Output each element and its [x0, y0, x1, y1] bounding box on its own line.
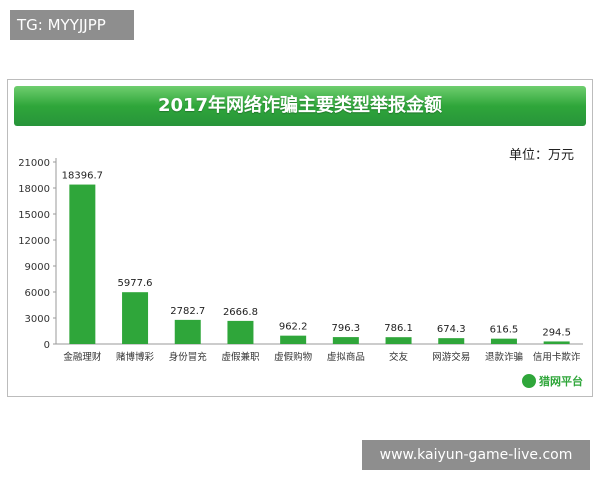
y-tick-label: 3000: [25, 314, 50, 325]
data-label: 962.2: [279, 322, 308, 333]
y-tick-label: 9000: [25, 262, 50, 273]
x-tick-label: 虚假兼职: [221, 351, 260, 363]
x-tick-label: 网游交易: [432, 351, 470, 363]
bar: [438, 338, 465, 344]
unit-label: 单位：万元: [508, 148, 574, 163]
bar: [385, 337, 412, 344]
data-label: 786.1: [384, 323, 413, 334]
y-tick-label: 15000: [18, 210, 50, 221]
data-label: 5977.6: [118, 278, 153, 289]
x-tick-label: 退款诈骗: [485, 351, 523, 363]
data-label: 616.5: [490, 325, 519, 336]
y-tick-label: 21000: [18, 158, 50, 169]
chart-card: 2017年网络诈骗主要类型举报金额 单位：万元 0 3000 6000 9000 120…: [7, 79, 593, 397]
bar: [332, 337, 359, 344]
logo-icon: [522, 374, 536, 388]
data-label: 674.3: [437, 324, 466, 335]
x-tick-label: 身份冒充: [169, 351, 208, 363]
bar: [490, 338, 517, 344]
bar: [280, 335, 307, 344]
x-tick-label: 虚拟商品: [327, 351, 365, 363]
watermark-tag-bottom: www.kaiyun-game-live.com: [362, 440, 590, 470]
data-label: 796.3: [332, 323, 361, 334]
bar: [227, 320, 254, 344]
x-tick-label: 金融理财: [63, 351, 102, 363]
y-tick-label: 6000: [25, 288, 50, 299]
data-label: 294.5: [542, 327, 571, 338]
bar-chart: 0 3000 6000 9000 12000 15000 18000 21000 18396.7…: [18, 158, 583, 363]
bar: [543, 341, 570, 344]
x-tick-label: 信用卡欺诈: [533, 351, 581, 363]
y-tick-label: 18000: [18, 184, 50, 195]
brand-logo: 猎网平台: [522, 373, 583, 389]
x-tick-label: 交友: [389, 351, 409, 363]
data-label: 18396.7: [62, 171, 103, 182]
data-label: 2666.8: [223, 307, 258, 318]
logo-text: 猎网平台: [539, 375, 583, 388]
y-tick-label: 12000: [18, 236, 50, 247]
data-label: 2782.7: [170, 306, 205, 317]
chart-title: 2017年网络诈骗主要类型举报金额: [14, 86, 586, 126]
bar: [174, 319, 201, 344]
x-tick-label: 赌博博彩: [116, 351, 155, 363]
y-tick-label: 0: [44, 340, 50, 351]
bar: [122, 292, 149, 344]
x-tick-label: 虚假购物: [274, 351, 313, 363]
bar: [69, 184, 96, 344]
watermark-tag-top: TG: MYYJJPP: [10, 10, 134, 40]
